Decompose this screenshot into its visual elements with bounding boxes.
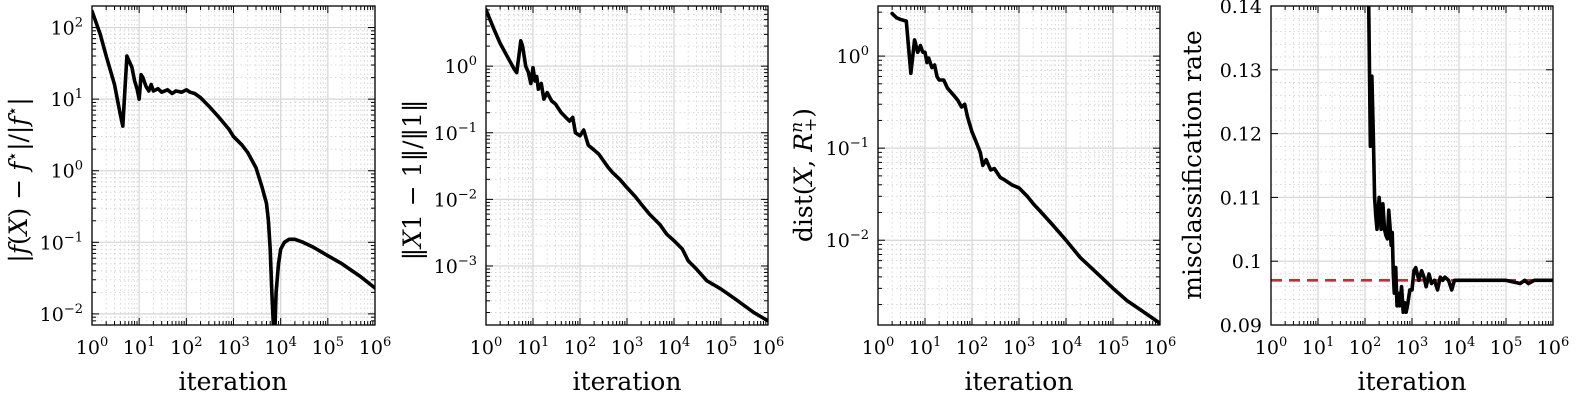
panel-nonnegativity-distance: 100 101 102 103 104 105 106 10−2 10−1 100 iterati…	[787, 5, 1176, 396]
x-tick-label: 105	[1490, 335, 1522, 359]
plot-frame	[1270, 5, 1554, 326]
y-axis-title: ‖X1 − 1‖/‖1‖	[398, 100, 428, 261]
y-tick-label: 100	[51, 159, 83, 183]
plot-area: 100 101 102 103 104 105 106 0.09 0.1 0.11 0.12 0.13…	[1220, 0, 1570, 359]
y-tick-label: 0.09	[1220, 315, 1262, 337]
y-tick-label: 0.11	[1220, 187, 1262, 209]
y-tick-label: 0.1	[1232, 251, 1262, 273]
grid	[485, 5, 769, 325]
x-tick-label: 104	[1050, 335, 1082, 359]
y-tick-label: 102	[51, 16, 83, 40]
panel-marginal-constraint-violation: 100 101 102 103 104 105 106 10−3 10−2 10−1 100 ite…	[398, 5, 784, 396]
x-tick-label: 102	[956, 335, 988, 359]
x-tick-label: 102	[170, 335, 202, 359]
plot-frame	[91, 5, 376, 326]
x-axis-title: iteration	[573, 367, 682, 396]
y-axis-title: |f(X) − f⋆|/|f⋆|	[3, 97, 34, 262]
y-tick-label: 0.14	[1220, 0, 1262, 18]
grid	[91, 5, 376, 326]
plot-area: 100 101 102 103 104 105 106 10−3 10−2 10−1 100	[434, 5, 784, 359]
x-tick-label: 101	[909, 335, 941, 359]
series-line	[890, 11, 1160, 325]
x-tick-label: 104	[658, 335, 690, 359]
x-tick-label: 105	[705, 335, 737, 359]
y-tick-label: 10−2	[434, 187, 477, 211]
grid	[1270, 5, 1554, 326]
x-tick-label: 101	[1302, 335, 1334, 359]
x-tick-label: 101	[517, 335, 549, 359]
x-axis-title: iteration	[965, 367, 1074, 396]
grid	[877, 6, 1161, 325]
plot-frame	[485, 5, 769, 326]
plot-area: 100 101 102 103 104 105 106 10−2 10−1 100 101 102	[40, 5, 391, 359]
y-tick-label: 100	[837, 44, 869, 68]
x-tick-label: 100	[1255, 335, 1287, 359]
series-line	[92, 9, 375, 325]
x-tick-label: 103	[1003, 335, 1035, 359]
x-tick-label: 103	[217, 335, 249, 359]
x-tick-label: 100	[470, 335, 502, 359]
y-tick-label: 10−1	[826, 136, 869, 160]
x-tick-label: 106	[1144, 335, 1176, 359]
y-axis-title: dist(X, Rn+)	[787, 108, 821, 242]
x-tick-label: 102	[1349, 335, 1381, 359]
y-tick-label: 10−3	[434, 254, 477, 278]
y-tick-label: 0.13	[1220, 60, 1262, 82]
x-tick-label: 106	[1537, 335, 1569, 359]
x-tick-label: 101	[123, 335, 155, 359]
y-tick-label: 101	[51, 87, 83, 111]
plot-area: 100 101 102 103 104 105 106 10−2 10−1 100	[826, 5, 1176, 359]
x-tick-label: 104	[264, 335, 296, 359]
y-tick-label: 10−1	[434, 121, 477, 145]
panel-relative-objective-error: 100 101 102 103 104 105 106 10−2 10−1 100 101 102 i…	[3, 5, 391, 396]
x-tick-label: 106	[359, 335, 391, 359]
x-tick-label: 106	[752, 335, 784, 359]
x-tick-label: 103	[611, 335, 643, 359]
series-line	[486, 8, 768, 323]
panel-misclassification-rate: 100 101 102 103 104 105 106 0.09 0.1 0.11 0.12 0.13…	[1178, 0, 1569, 396]
x-axis-title: iteration	[1358, 367, 1467, 396]
y-tick-label: 10−1	[40, 230, 83, 254]
y-tick-label: 100	[445, 54, 477, 78]
series-line	[1366, 6, 1553, 315]
x-tick-label: 105	[1097, 335, 1129, 359]
plot-frame	[877, 5, 1161, 326]
x-tick-label: 100	[76, 335, 108, 359]
y-tick-label: 0.12	[1220, 124, 1262, 146]
y-tick-label: 10−2	[826, 228, 869, 252]
x-axis-title: iteration	[179, 367, 288, 396]
y-tick-label: 10−2	[40, 302, 83, 326]
x-tick-label: 103	[1396, 335, 1428, 359]
x-tick-label: 104	[1443, 335, 1475, 359]
x-tick-label: 102	[564, 335, 596, 359]
x-tick-label: 105	[312, 335, 344, 359]
y-axis-title: misclassification rate	[1178, 30, 1207, 300]
x-tick-label: 100	[862, 335, 894, 359]
